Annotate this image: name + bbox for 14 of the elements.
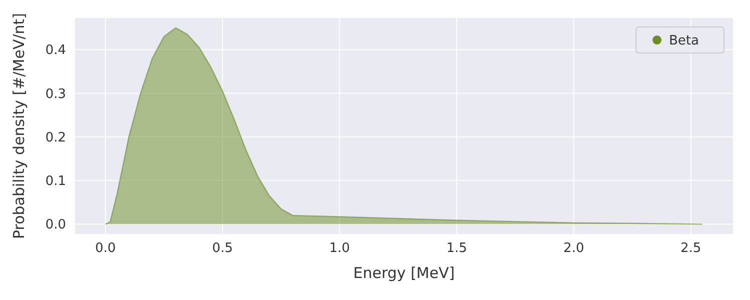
x-tick-label: 2.0 (563, 241, 584, 256)
x-axis-title: Energy [MeV] (353, 264, 455, 282)
y-tick-label: 0.2 (45, 130, 66, 146)
y-tick-label: 0.4 (45, 43, 66, 58)
y-tick-label: 0.0 (45, 218, 66, 233)
y-axis-title: Probability density [#/MeV/nt] (10, 12, 28, 240)
x-tick-label: 0.0 (95, 241, 116, 256)
x-tick-label: 1.0 (329, 241, 350, 256)
legend-label: Beta (669, 34, 699, 49)
y-tick-label: 0.1 (45, 174, 66, 190)
x-tick-label: 1.5 (446, 241, 468, 256)
x-tick-label: 2.5 (680, 241, 702, 256)
y-tick-label: 0.3 (45, 86, 66, 102)
x-tick-label: 0.5 (212, 241, 233, 256)
